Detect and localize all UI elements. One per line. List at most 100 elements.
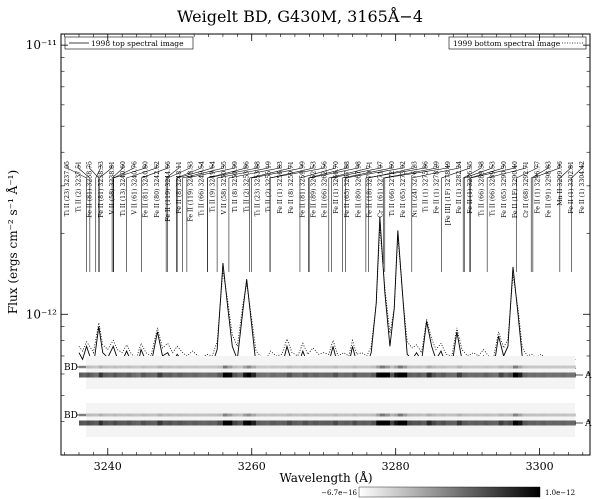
strip-trace-bd-segment <box>197 365 203 369</box>
strip-trace-a-segment <box>435 420 442 426</box>
strip-trace-bd-segment <box>551 413 557 417</box>
strip-trace-bd-segment <box>416 365 422 369</box>
strip-trace-bd-segment <box>222 413 228 417</box>
strip-trace-a-segment <box>167 372 173 378</box>
strip-trace-bd-segment <box>297 413 304 417</box>
line-id-label: Fe II (81) 3238.75 <box>87 161 94 218</box>
strip-trace-a-segment <box>498 420 504 426</box>
strip-trace-bd-segment <box>328 413 334 417</box>
line-id-label: Mn II 3299.06 <box>557 161 564 206</box>
strip-trace-a-segment <box>531 372 537 378</box>
strip-trace-bd-segment <box>89 413 94 417</box>
strip-trace-a-segment <box>270 372 277 378</box>
strip-trace-a-segment <box>551 372 557 378</box>
strip-trace-bd-segment <box>421 365 427 369</box>
line-id-leader <box>249 164 292 272</box>
line-id-leader <box>77 164 91 272</box>
strip-trace-a-segment <box>131 372 137 378</box>
strip-trace-bd-segment <box>566 365 572 369</box>
strip-trace-bd-segment <box>384 365 391 369</box>
line-id-leader <box>308 164 359 272</box>
strip-trace-a-segment <box>518 372 523 378</box>
strip-trace-a-segment <box>292 372 299 378</box>
strip-trace-bd-segment <box>246 365 252 369</box>
strip-trace-bd-segment <box>541 365 547 369</box>
strip-trace-a-segment <box>493 372 499 378</box>
strip-trace-a-segment <box>522 420 528 426</box>
strip-trace-a-segment <box>136 420 142 426</box>
line-id-label: Fe II (1) 3266.70 <box>333 161 340 214</box>
strip-top-a-label: A <box>584 371 592 381</box>
strip-trace-bd-segment <box>307 413 314 417</box>
line-id-label: Fe II (8) 3259.71 <box>288 161 295 214</box>
strip-trace-a-segment <box>93 372 100 378</box>
strip-trace-bd-segment <box>451 413 458 417</box>
strip-trace-a-segment <box>312 372 319 378</box>
strip-trace-a-segment <box>246 420 252 426</box>
legend-solid-label: 1998 top spectral image <box>91 39 184 48</box>
strip-trace-a-segment <box>431 420 437 426</box>
strip-trace-bd-segment <box>483 365 489 369</box>
strip-bottom-a-label: A <box>584 419 592 429</box>
strip-trace-bd-segment <box>507 413 514 417</box>
strip-trace-bd-segment <box>551 365 557 369</box>
line-id-label: Ti II (9) 3249.64 <box>210 161 217 212</box>
line-id-leader <box>331 164 381 272</box>
strip-trace-bd-segment <box>348 413 353 417</box>
strip-trace-a-segment <box>86 372 91 378</box>
strip-trace-bd-segment <box>426 413 432 417</box>
line-id-leader <box>571 164 583 272</box>
x-tick-label: 3300 <box>526 460 554 473</box>
strip-trace-a-segment <box>397 420 404 426</box>
strip-trace-bd-segment <box>232 365 238 369</box>
strip-trace-bd-segment <box>394 365 399 369</box>
strip-trace-a-segment <box>394 372 399 378</box>
strip-trace-a-segment <box>384 420 391 426</box>
strip-trace-a-segment <box>356 420 363 426</box>
strip-trace-bd-segment <box>131 365 137 369</box>
strip-trace-a-segment <box>467 420 474 426</box>
strip-trace-a-segment <box>82 420 87 426</box>
strip-trace-bd-segment <box>98 365 104 369</box>
strip-trace-a-segment <box>456 372 463 378</box>
strip-trace-a-segment <box>136 372 142 378</box>
strip-trace-bd-segment <box>217 365 224 369</box>
strip-trace-a-segment <box>366 420 372 426</box>
strip-trace-a-segment <box>461 372 468 378</box>
strip-trace-a-segment <box>431 372 437 378</box>
strip-trace-bd-segment <box>488 413 494 417</box>
line-id-leader <box>207 164 258 272</box>
strip-trace-a-segment <box>483 372 489 378</box>
strip-bottom-bd-label: BD <box>64 411 78 421</box>
line-id-label: Ti II (23) 3237.05 <box>64 161 71 216</box>
strip-trace-bd-segment <box>107 365 114 369</box>
strip-trace-bd-segment <box>397 413 404 417</box>
strip-trace-a-segment <box>207 372 213 378</box>
strip-trace-a-segment <box>78 420 83 426</box>
strip-trace-bd-segment <box>507 365 514 369</box>
line-id-label: Ni II (24) 3276.23 <box>411 161 418 218</box>
strip-trace-a-segment <box>107 372 114 378</box>
strip-trace-a-segment <box>276 420 283 426</box>
strip-trace-bd-segment <box>122 365 127 369</box>
strip-trace-a-segment <box>162 372 169 378</box>
strip-trace-bd-segment <box>512 413 519 417</box>
line-id-label: Fe II (8) 3248.11 <box>176 161 183 214</box>
strip-trace-bd-segment <box>312 365 319 369</box>
strip-trace-a-segment <box>157 420 163 426</box>
line-id-label: Fe II (1) 3278.29 <box>434 161 441 214</box>
strip-trace-a-segment <box>407 420 413 426</box>
strip-trace-a-segment <box>318 372 324 378</box>
strip-trace-bd-segment <box>117 365 123 369</box>
strip-trace-bd-segment <box>286 365 293 369</box>
line-id-leader <box>113 164 146 272</box>
strip-trace-bd-segment <box>227 365 233 369</box>
strip-trace-a-segment <box>232 420 238 426</box>
strip-trace-a-segment <box>78 372 83 378</box>
strip-trace-a-segment <box>566 372 572 378</box>
strip-trace-bd-segment <box>266 365 271 369</box>
strip-trace-a-segment <box>561 420 567 426</box>
strip-trace-a-segment <box>227 420 233 426</box>
strip-trace-a-segment <box>297 372 304 378</box>
strip-trace-a-segment <box>113 372 118 378</box>
